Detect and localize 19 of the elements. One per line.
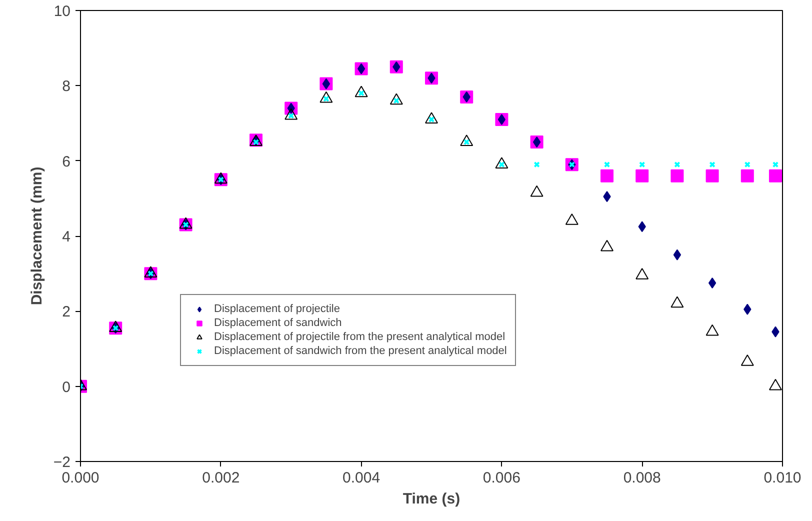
y-tick-label: −2 [53,454,71,471]
x-axis-title: Time (s) [402,490,460,508]
y-tick-label: 10 [54,3,71,20]
x-tick-label: 0.002 [202,470,240,486]
legend-label: Displacement of projectile from the present analytical model [214,331,506,343]
y-tick-label: 2 [62,304,70,321]
y-axis-title: Displacement (mm) [28,166,46,306]
x-tick-label: 0.008 [623,470,661,486]
y-tick-label: 6 [62,153,70,170]
x-tick-label: 0.006 [482,470,520,486]
y-tick-label: 8 [62,78,70,96]
legend-label: Displacement of projectile [214,303,340,315]
y-tick-label: 4 [62,228,70,246]
x-tick-label: 0.004 [342,470,380,486]
legend-label: Displacement of sandwich [214,317,342,329]
y-tick-label: 0 [62,378,70,396]
x-tick-label: 0.010 [764,470,802,486]
legend-label: Displacement of sandwich from the present analytical model [214,345,507,357]
x-tick-label: 0.000 [62,470,100,486]
